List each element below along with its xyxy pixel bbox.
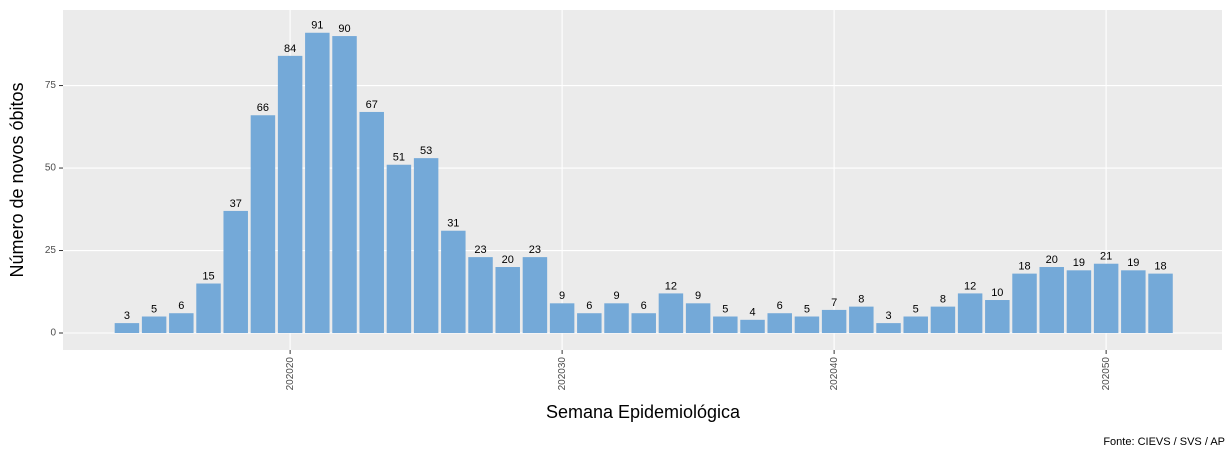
value-label: 23 xyxy=(529,244,541,256)
value-label: 6 xyxy=(178,300,184,312)
value-label: 8 xyxy=(858,294,864,306)
value-label: 5 xyxy=(722,303,728,315)
value-label: 6 xyxy=(641,300,647,312)
bar xyxy=(332,36,357,334)
bar xyxy=(577,313,602,334)
value-label: 66 xyxy=(257,102,269,114)
value-label: 90 xyxy=(338,23,350,35)
x-axis-title: Semana Epidemiológica xyxy=(546,402,741,422)
bar xyxy=(169,313,194,334)
value-label: 3 xyxy=(885,310,891,322)
value-label: 9 xyxy=(559,290,565,302)
bar xyxy=(549,303,575,334)
bar xyxy=(359,111,384,334)
y-tick-label: 50 xyxy=(45,163,57,174)
bar xyxy=(468,257,493,334)
y-tick-label: 0 xyxy=(50,328,56,339)
value-label: 5 xyxy=(913,303,919,315)
bar xyxy=(903,316,928,334)
value-label: 4 xyxy=(749,307,755,319)
value-label: 15 xyxy=(202,270,214,282)
bar xyxy=(1066,270,1092,334)
value-label: 6 xyxy=(586,300,592,312)
bar xyxy=(522,257,548,334)
bar xyxy=(305,32,330,334)
value-label: 20 xyxy=(1046,254,1058,266)
bar xyxy=(713,316,738,334)
bar xyxy=(1012,273,1037,334)
bar xyxy=(740,319,765,334)
bar xyxy=(223,210,248,334)
x-tick-label: 202050 xyxy=(1101,357,1112,391)
value-label: 84 xyxy=(284,43,296,55)
bar xyxy=(849,306,874,334)
value-label: 5 xyxy=(151,303,157,315)
bar xyxy=(1093,263,1119,334)
y-axis-title: Número de novos óbitos xyxy=(7,82,27,277)
value-label: 53 xyxy=(420,145,432,157)
bar xyxy=(658,293,684,334)
bar xyxy=(821,309,847,334)
value-label: 67 xyxy=(366,99,378,111)
bar xyxy=(277,55,303,334)
bar xyxy=(386,164,412,334)
bar xyxy=(250,115,276,334)
bar xyxy=(413,158,439,334)
x-tick-label: 202020 xyxy=(285,357,296,391)
y-tick-label: 25 xyxy=(45,245,57,256)
bar xyxy=(985,300,1010,334)
value-label: 21 xyxy=(1100,251,1112,263)
bar xyxy=(685,303,711,334)
value-label: 3 xyxy=(124,310,130,322)
value-label: 19 xyxy=(1073,257,1085,269)
value-label: 20 xyxy=(502,254,514,266)
value-label: 18 xyxy=(1018,261,1030,273)
bar xyxy=(876,323,901,334)
bar xyxy=(957,293,983,334)
bar xyxy=(114,323,140,334)
x-tick-label: 202030 xyxy=(557,357,568,391)
bar xyxy=(495,267,520,334)
caption: Fonte: CIEVS / SVS / AP xyxy=(1103,436,1225,448)
value-label: 5 xyxy=(804,303,810,315)
value-label: 9 xyxy=(695,290,701,302)
value-label: 10 xyxy=(991,287,1003,299)
value-label: 8 xyxy=(940,294,946,306)
value-label: 91 xyxy=(311,20,323,32)
value-label: 9 xyxy=(613,290,619,302)
bar xyxy=(631,313,656,334)
value-label: 6 xyxy=(777,300,783,312)
value-label: 18 xyxy=(1154,261,1166,273)
value-label: 23 xyxy=(474,244,486,256)
value-label: 37 xyxy=(230,198,242,210)
value-label: 12 xyxy=(964,280,976,292)
value-label: 19 xyxy=(1127,257,1139,269)
y-tick-label: 75 xyxy=(45,80,57,91)
bar xyxy=(767,313,792,334)
value-label: 51 xyxy=(393,152,405,164)
bar xyxy=(794,316,820,334)
bar xyxy=(441,230,466,334)
bar xyxy=(141,316,167,334)
bar xyxy=(604,303,629,334)
value-label: 31 xyxy=(447,218,459,230)
bar xyxy=(1039,267,1064,334)
x-tick-label: 202040 xyxy=(829,357,840,391)
bar xyxy=(1121,270,1146,334)
value-label: 7 xyxy=(831,297,837,309)
value-label: 12 xyxy=(665,280,677,292)
bar xyxy=(1148,273,1173,334)
bar xyxy=(930,306,956,334)
bar xyxy=(196,283,221,334)
